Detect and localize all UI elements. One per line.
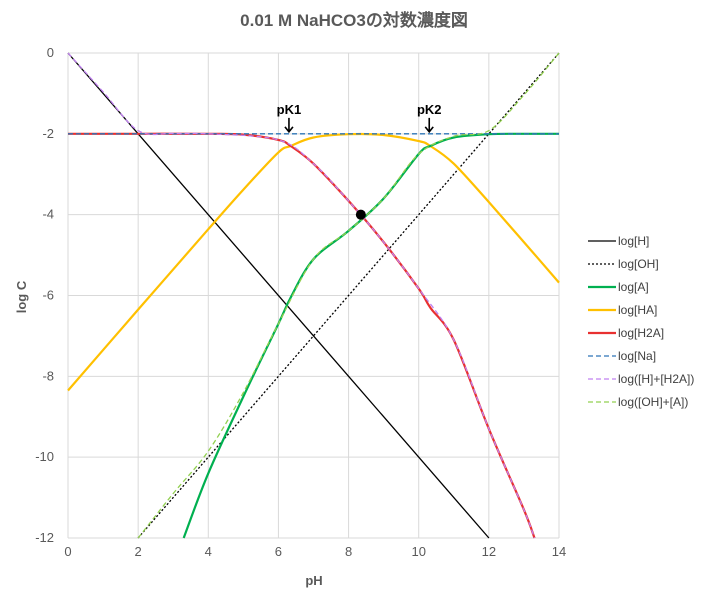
series-line-log-h-h2a xyxy=(67,52,536,539)
x-tick-label: 8 xyxy=(345,544,352,559)
y-tick-label: -2 xyxy=(42,126,54,141)
x-tick-label: 10 xyxy=(411,544,425,559)
grid xyxy=(67,52,560,539)
equivalence-point xyxy=(355,209,366,220)
legend-label-log-a: log[A] xyxy=(618,280,649,294)
x-tick-label: 6 xyxy=(275,544,282,559)
legend-label-log-oh: log[OH] xyxy=(618,257,659,271)
y-tick-label: -4 xyxy=(42,207,54,222)
annotation-arrow-pk1 xyxy=(284,117,294,134)
y-tick-label: 0 xyxy=(47,45,54,60)
legend-label-log-h2a: log[H2A] xyxy=(618,326,664,340)
annotation-layer: pK1 pK2 xyxy=(277,102,442,134)
tick-labels: 0 2 4 6 8 10 12 14 0 -2 -4 -6 -8 -10 -12 xyxy=(35,45,566,559)
legend-label-log-h: log[H] xyxy=(618,234,649,248)
legend-label-log-ha: log[HA] xyxy=(618,303,657,317)
x-axis-label: pH xyxy=(305,573,322,588)
legend-label-log-na: log[Na] xyxy=(618,349,656,363)
y-tick-label: -12 xyxy=(35,530,54,545)
x-tick-label: 14 xyxy=(552,544,566,559)
y-tick-label: -10 xyxy=(35,449,54,464)
x-tick-label: 0 xyxy=(64,544,71,559)
x-tick-label: 4 xyxy=(205,544,212,559)
x-tick-label: 2 xyxy=(135,544,142,559)
legend: log[H] log[OH] log[A] log[HA] log[H2A] log[Na… xyxy=(588,234,694,409)
series-layer xyxy=(67,52,560,539)
annotation-arrow-pk2 xyxy=(424,117,434,134)
legend-label-log-h-h2a: log([H]+[H2A]) xyxy=(618,372,694,386)
series-line-log-oh xyxy=(137,52,560,539)
legend-label-log-oh-a: log([OH]+[A]) xyxy=(618,395,688,409)
series-line-log-ha xyxy=(67,132,560,392)
y-tick-label: -6 xyxy=(42,288,54,303)
y-tick-label: -8 xyxy=(42,368,54,383)
annotation-pk1: pK1 xyxy=(277,102,302,117)
x-tick-label: 12 xyxy=(482,544,496,559)
y-axis-label: log C xyxy=(14,280,29,313)
series-line-log-oh-a xyxy=(137,52,560,539)
annotation-pk2: pK2 xyxy=(417,102,442,117)
point-layer xyxy=(355,209,366,220)
chart-title: 0.01 M NaHCO3の対数濃度図 xyxy=(240,10,468,30)
